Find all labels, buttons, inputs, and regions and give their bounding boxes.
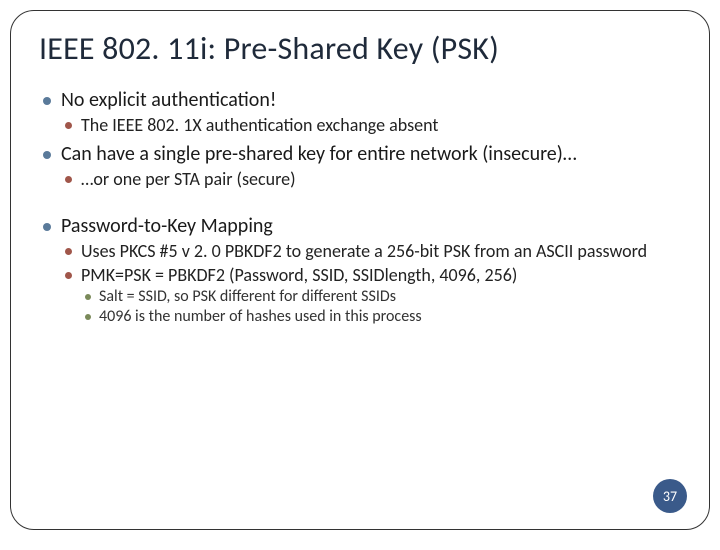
- bullet-lvl2: The IEEE 802. 1X authentication exchange…: [61, 114, 681, 136]
- bullet-lvl1: No explicit authentication! The IEEE 802…: [39, 88, 681, 136]
- bullet-text: Salt = SSID, so PSK different for differ…: [99, 287, 396, 306]
- bullet-lvl3: 4096 is the number of hashes used in thi…: [81, 307, 681, 326]
- bullet-text: Password-to-Key Mapping: [61, 214, 273, 238]
- bullet-lvl1: Can have a single pre-shared key for ent…: [39, 142, 681, 190]
- page-number-badge: 37: [653, 479, 687, 513]
- bullet-text: …or one per STA pair (secure): [81, 168, 296, 190]
- bullet-text: Uses PKCS #5 v 2. 0 PBKDF2 to generate a…: [81, 240, 647, 262]
- bullet-list: No explicit authentication! The IEEE 802…: [39, 88, 681, 190]
- bullet-lvl1: Password-to-Key Mapping Uses PKCS #5 v 2…: [39, 214, 681, 326]
- bullet-text: PMK=PSK = PBKDF2 (Password, SSID, SSIDle…: [81, 264, 517, 286]
- bullet-text: No explicit authentication!: [61, 88, 276, 112]
- slide-title: IEEE 802. 11i: Pre-Shared Key (PSK): [39, 29, 681, 68]
- bullet-lvl2: …or one per STA pair (secure): [61, 168, 681, 190]
- bullet-text: Can have a single pre-shared key for ent…: [61, 142, 577, 166]
- bullet-lvl3: Salt = SSID, so PSK different for differ…: [81, 287, 681, 306]
- spacer: [39, 196, 681, 214]
- bullet-lvl2: Uses PKCS #5 v 2. 0 PBKDF2 to generate a…: [61, 240, 681, 262]
- bullet-list: Password-to-Key Mapping Uses PKCS #5 v 2…: [39, 214, 681, 326]
- bullet-text: The IEEE 802. 1X authentication exchange…: [81, 114, 438, 136]
- slide-frame: IEEE 802. 11i: Pre-Shared Key (PSK) No e…: [10, 10, 710, 530]
- page-number: 37: [663, 488, 677, 505]
- bullet-lvl2: PMK=PSK = PBKDF2 (Password, SSID, SSIDle…: [61, 264, 681, 326]
- bullet-text: 4096 is the number of hashes used in thi…: [99, 307, 422, 326]
